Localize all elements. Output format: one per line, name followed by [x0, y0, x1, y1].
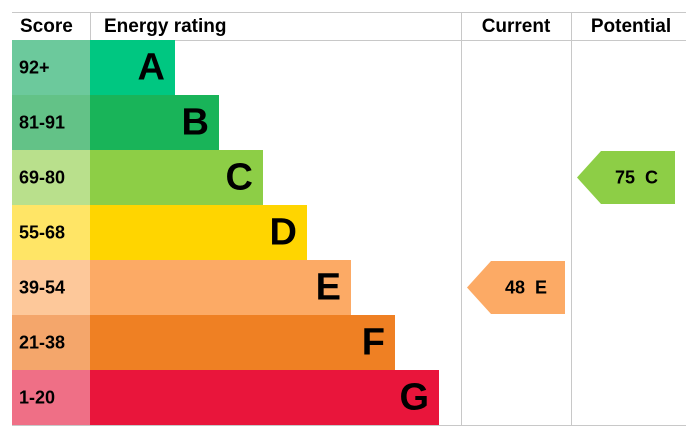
rating-letter: B: [182, 102, 209, 144]
header-score: Score: [20, 16, 73, 37]
header-potential: Potential: [591, 16, 671, 37]
current-letter: E: [535, 277, 547, 297]
score-cell: [12, 205, 90, 260]
score-label: 1-20: [19, 387, 55, 407]
header-rating: Energy rating: [104, 16, 226, 37]
rating-letter: C: [226, 157, 253, 199]
rating-letter: D: [270, 212, 297, 254]
score-label: 55-68: [19, 222, 65, 242]
score-cell: [12, 315, 90, 370]
potential-arrow: [577, 151, 675, 204]
rating-letter: F: [362, 322, 385, 364]
current-value: 48: [505, 277, 525, 297]
rating-letter: G: [399, 377, 429, 419]
rating-bar: [90, 40, 175, 95]
score-cell: [12, 150, 90, 205]
rating-bar: [90, 95, 219, 150]
rating-bar: [90, 205, 307, 260]
rating-bar: [90, 315, 395, 370]
score-label: 81-91: [19, 112, 65, 132]
rating-letter: A: [138, 47, 165, 89]
rating-bar: [90, 260, 351, 315]
score-cell: [12, 260, 90, 315]
score-label: 92+: [19, 57, 50, 77]
score-label: 69-80: [19, 167, 65, 187]
rating-bar: [90, 370, 439, 425]
score-cell: [12, 95, 90, 150]
score-label: 39-54: [19, 277, 65, 297]
potential-letter: C: [645, 167, 658, 187]
score-cell: [12, 370, 90, 425]
current-arrow: [467, 261, 565, 314]
score-label: 21-38: [19, 332, 65, 352]
rating-letter: E: [316, 267, 341, 309]
potential-value: 75: [615, 167, 635, 187]
rating-bar: [90, 150, 263, 205]
header-current: Current: [482, 16, 551, 37]
score-cell: [12, 40, 90, 95]
